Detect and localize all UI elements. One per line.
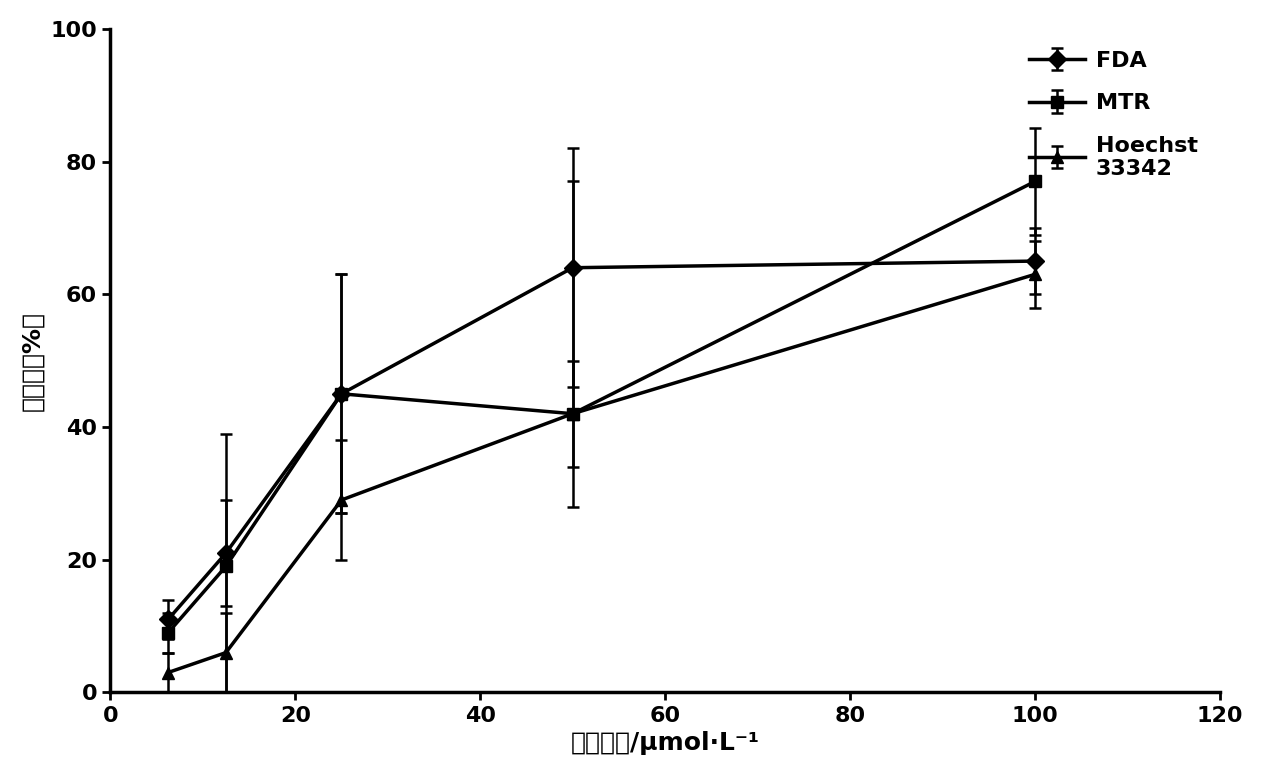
Y-axis label: 保护率（%）: 保护率（%） (20, 310, 44, 411)
Legend: FDA, MTR, Hoechst
33342: FDA, MTR, Hoechst 33342 (1018, 40, 1208, 190)
X-axis label: 异槟皮素/μmol·L⁻¹: 异槟皮素/μmol·L⁻¹ (570, 731, 760, 755)
